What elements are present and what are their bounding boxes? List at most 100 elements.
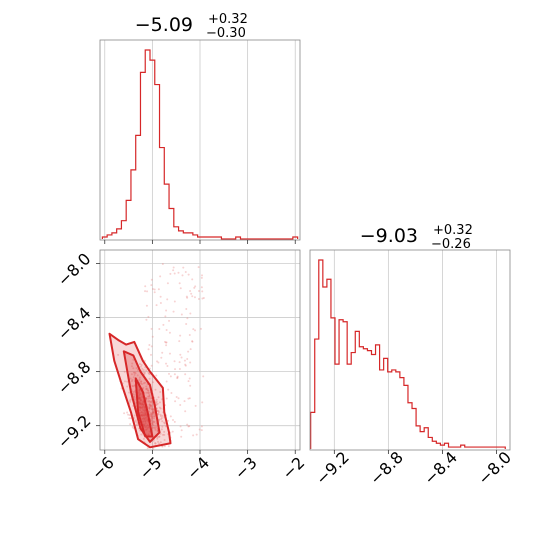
histogram-bin (400, 378, 404, 449)
scatter-point (157, 413, 160, 416)
scatter-point (123, 370, 126, 373)
scatter-point (202, 297, 205, 300)
tick-label: −9.2 (312, 448, 353, 489)
scatter-point (149, 404, 152, 407)
scatter-point (172, 269, 175, 272)
histogram (310, 259, 506, 449)
scatter-point (182, 266, 185, 269)
scatter-point (150, 412, 153, 415)
contour-level (134, 377, 154, 438)
scatter-point (152, 420, 155, 423)
scatter-point (143, 410, 146, 413)
scatter-point (146, 395, 149, 398)
scatter-point (165, 344, 168, 347)
tick-label: −8.0 (474, 448, 515, 489)
scatter-point (141, 417, 144, 420)
scatter-point (148, 372, 151, 375)
scatter-point (140, 411, 143, 414)
scatter-point (144, 420, 147, 423)
scatter-point (150, 418, 153, 421)
scatter-point (126, 411, 129, 414)
histogram-bin (432, 441, 436, 449)
scatter-point (152, 423, 155, 426)
scatter-point (178, 340, 181, 343)
scatter-point (140, 382, 143, 385)
histogram-bin (363, 349, 367, 449)
scatter-point (160, 428, 163, 431)
scatter-point (139, 399, 142, 402)
scatter-point (148, 430, 151, 433)
scatter-point (174, 400, 177, 403)
scatter-point (200, 429, 203, 432)
scatter-point (141, 414, 144, 417)
scatter-point (131, 426, 134, 429)
tick-label: −8.8 (366, 448, 407, 489)
scatter-point (155, 374, 158, 377)
scatter-point (189, 384, 192, 387)
scatter-point (149, 404, 152, 407)
scatter-point (146, 389, 149, 392)
tick-label: −8.8 (54, 357, 95, 398)
scatter-point (143, 417, 146, 420)
scatter-point (163, 433, 166, 436)
scatter-point (142, 412, 145, 415)
histogram-bin (424, 428, 428, 449)
title-value: −5.09 (135, 14, 193, 36)
scatter-point (168, 352, 171, 355)
scatter-point (171, 430, 174, 433)
scatter-point (142, 423, 145, 426)
histogram-bin (198, 237, 203, 239)
tick-label: −5 (135, 453, 165, 483)
panel-marginal-x: −5.09 +0.32 −0.30 (99, 12, 301, 244)
scatter-point (181, 274, 184, 277)
histogram-bin (416, 426, 420, 449)
scatter-point (139, 392, 142, 395)
scatter-point (137, 396, 140, 399)
histogram-bin (477, 447, 481, 449)
scatter-point (194, 285, 197, 288)
scatter-point (150, 404, 153, 407)
scatter-point (150, 413, 153, 416)
scatter-point (140, 380, 143, 383)
tick-label: −2 (278, 453, 308, 483)
scatter-point (153, 288, 156, 291)
histogram-bin (457, 447, 461, 449)
scatter-point (141, 405, 144, 408)
scatter-point (126, 385, 129, 388)
scatter-point (171, 419, 174, 422)
histogram-bin (404, 385, 408, 449)
scatter-point (147, 391, 150, 394)
scatter-point (128, 414, 131, 417)
histogram (101, 49, 299, 240)
scatter-point (143, 414, 146, 417)
scatter-point (142, 437, 145, 440)
scatter-point (161, 263, 164, 266)
scatter-point (134, 372, 137, 375)
histogram-bin (331, 318, 335, 449)
scatter-point (202, 375, 205, 378)
scatter-point (152, 415, 155, 418)
scatter-point (123, 412, 126, 415)
histogram-bin (150, 60, 155, 239)
scatter-point (157, 410, 160, 413)
scatter-point (147, 407, 150, 410)
scatter-point (185, 295, 188, 298)
scatter-point (152, 411, 155, 414)
scatter-point (139, 406, 142, 409)
scatter-point (186, 423, 189, 426)
scatter-point (146, 290, 149, 293)
scatter-point (163, 430, 166, 433)
scatter-point (165, 341, 168, 344)
scatter-point (159, 275, 162, 278)
scatter-point (137, 397, 140, 400)
scatter-point (139, 402, 142, 405)
scatter-point (163, 439, 166, 442)
scatter-point (166, 298, 169, 301)
scatter-point (161, 351, 164, 354)
scatter-point (185, 322, 188, 325)
scatter-point (134, 420, 137, 423)
histogram-bin (392, 370, 396, 449)
scatter-point (187, 273, 190, 276)
title-minus-error: −0.30 (206, 26, 246, 41)
histogram-bin (436, 443, 440, 449)
